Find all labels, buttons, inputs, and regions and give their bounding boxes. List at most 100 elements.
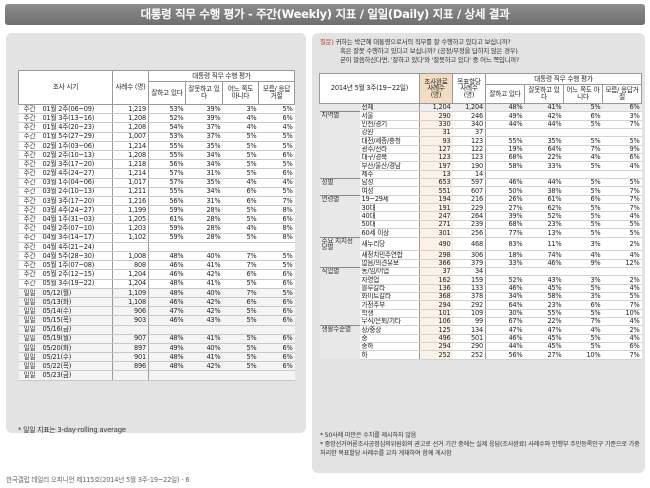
row-sample-size: 1,204 <box>112 269 149 280</box>
row-sample-size: 907 <box>112 333 149 344</box>
row-good: 44% <box>485 342 525 352</box>
table-row: 주간 02월 1주(03~06) 1,214 55% 35% 5% 5% <box>18 141 295 151</box>
row-period: 05/14(수) <box>40 306 113 317</box>
row-type: 주간 <box>18 223 41 234</box>
table-row: 주간 05월 1주(07~08) 808 46% 41% 7% 5% <box>18 260 295 271</box>
row-neither: 6% <box>563 111 603 121</box>
row-bad: 23% <box>524 300 564 310</box>
row-type: 주간 <box>18 113 41 124</box>
row-bad: 40% <box>185 251 223 262</box>
row-neither <box>563 128 603 138</box>
survey-question: 질문) 귀하는 박근혜 대통령으로서의 직무를 잘 수행하고 있다고 보십니까?… <box>320 38 642 65</box>
row-sample-size: 1,211 <box>112 187 149 197</box>
row-bad: 37% <box>185 122 223 133</box>
row-good: 19% <box>485 145 525 155</box>
row-good: 34% <box>485 292 525 302</box>
row-target-n: 256 <box>452 228 486 238</box>
table-row: 학생 101 109 30% 55% 5% 10% <box>319 309 642 318</box>
row-dont-know: 8% <box>258 205 295 216</box>
row-period: 01월 4주(20~23) <box>40 122 113 133</box>
table-row: 50대 271 239 68% 23% 5% 5% <box>319 220 642 230</box>
row-bad: 45% <box>524 284 564 293</box>
row-neither: 5% <box>563 228 603 238</box>
row-sample-size: 1,199 <box>112 205 149 216</box>
row-completed-n: 127 <box>419 145 453 155</box>
row-good: 59% <box>148 233 186 243</box>
row-sample-size: 1,208 <box>112 113 149 124</box>
table-row: 지역별 서울 290 246 49% 42% 6% 3% <box>319 111 642 121</box>
row-type: 일일 <box>18 297 41 308</box>
row-good: 48% <box>148 279 186 289</box>
row-subgroup: 전체 <box>359 103 420 113</box>
row-good: 18% <box>485 250 525 260</box>
row-bad: 42% <box>185 306 223 317</box>
row-group <box>319 292 360 301</box>
row-good: 47% <box>148 306 186 317</box>
row-bad: 46% <box>524 259 564 268</box>
row-neither: 3% <box>222 104 259 115</box>
row-subgroup: 화이트칼라 <box>359 292 420 302</box>
row-good: 44% <box>485 120 525 130</box>
table-row: 자영업 162 159 52% 43% 3% 2% <box>319 275 642 285</box>
row-dont-know: 10% <box>602 309 642 318</box>
row-dont-know: 9% <box>602 145 642 155</box>
row-bad: 34% <box>185 159 223 170</box>
row-good: 61% <box>148 214 186 225</box>
row-bad: 27% <box>524 350 564 360</box>
row-type: 일일 <box>18 370 41 381</box>
row-neither: 7% <box>222 260 259 271</box>
row-subgroup: 대전/세종/충청 <box>359 136 420 146</box>
page-footer: 한국갤럽 데일리 오피니언 제115호(2014년 5월 3주-19~22일) … <box>6 476 190 484</box>
row-period: 01월 2주(06~09) <box>40 104 113 115</box>
row-dont-know: 4% <box>602 284 642 293</box>
header-period: 조사 시기 <box>18 70 113 105</box>
row-bad: 74% <box>524 250 564 260</box>
row-subgroup: 자영업 <box>359 275 420 285</box>
row-good: 57% <box>148 168 186 179</box>
row-dont-know: 5% <box>602 228 642 238</box>
row-type: 일일 <box>18 343 41 354</box>
table-row: 여성 551 607 50% 38% 5% 7% <box>319 186 642 196</box>
row-bad: 22% <box>524 153 564 163</box>
row-type: 주간 <box>18 104 41 115</box>
row-type: 주간 <box>18 269 41 280</box>
row-good: 59% <box>148 205 186 216</box>
header-good: 잘하고 있다 <box>148 81 186 105</box>
row-dont-know: 4% <box>602 334 642 343</box>
row-type: 주간 <box>18 260 41 271</box>
row-bad: 31% <box>185 196 223 207</box>
row-neither: 4% <box>563 325 603 335</box>
row-bad: 41% <box>185 279 223 289</box>
row-neither: 5% <box>563 161 603 171</box>
row-dont-know: 5% <box>602 178 642 188</box>
table-row: 주요 지지정당별 새누리당 490 468 83% 11% 3% 2% <box>319 236 642 252</box>
row-good: 39% <box>485 211 525 221</box>
row-good: 55% <box>148 187 186 197</box>
detail-header-bad: 잘못하고 있다 <box>524 84 564 104</box>
header-evaluation-group: 대통령 직무 수행 평가 <box>147 70 296 82</box>
row-completed-n: 252 <box>419 350 453 360</box>
table-row: 주간 03월 4주(24~27) 1,199 59% 28% 5% 8% <box>18 205 295 216</box>
row-completed-n: 490 <box>419 236 453 252</box>
row-dont-know: 6% <box>602 342 642 352</box>
row-completed-n: 162 <box>419 275 453 285</box>
row-group: 지역별 <box>319 111 360 121</box>
row-dont-know: 6% <box>258 168 295 179</box>
row-period: 05/20(화) <box>40 343 113 354</box>
row-neither: 7% <box>563 145 603 155</box>
row-good: 53% <box>148 104 186 115</box>
row-target-n: 109 <box>452 309 486 318</box>
row-subgroup: 블루칼라 <box>359 284 420 293</box>
row-neither: 5% <box>563 334 603 343</box>
row-sample-size <box>112 370 149 381</box>
table-row: 일일 05/13(화) 1,108 46% 42% 6% 6% <box>18 297 295 308</box>
row-neither: 5% <box>222 333 259 344</box>
row-dont-know <box>258 370 295 381</box>
row-subgroup: 새정치민주연합 <box>359 250 420 260</box>
row-sample-size: 1,218 <box>112 159 149 170</box>
table-row: 광주/전라 127 122 19% 64% 7% 9% <box>319 145 642 155</box>
row-target-n: 122 <box>452 145 486 155</box>
row-sample-size: 1,208 <box>112 150 149 161</box>
row-period: 05/16(금) <box>40 325 113 335</box>
table-row: 주간 03월 3주(17~20) 1,216 56% 31% 6% 7% <box>18 196 295 207</box>
